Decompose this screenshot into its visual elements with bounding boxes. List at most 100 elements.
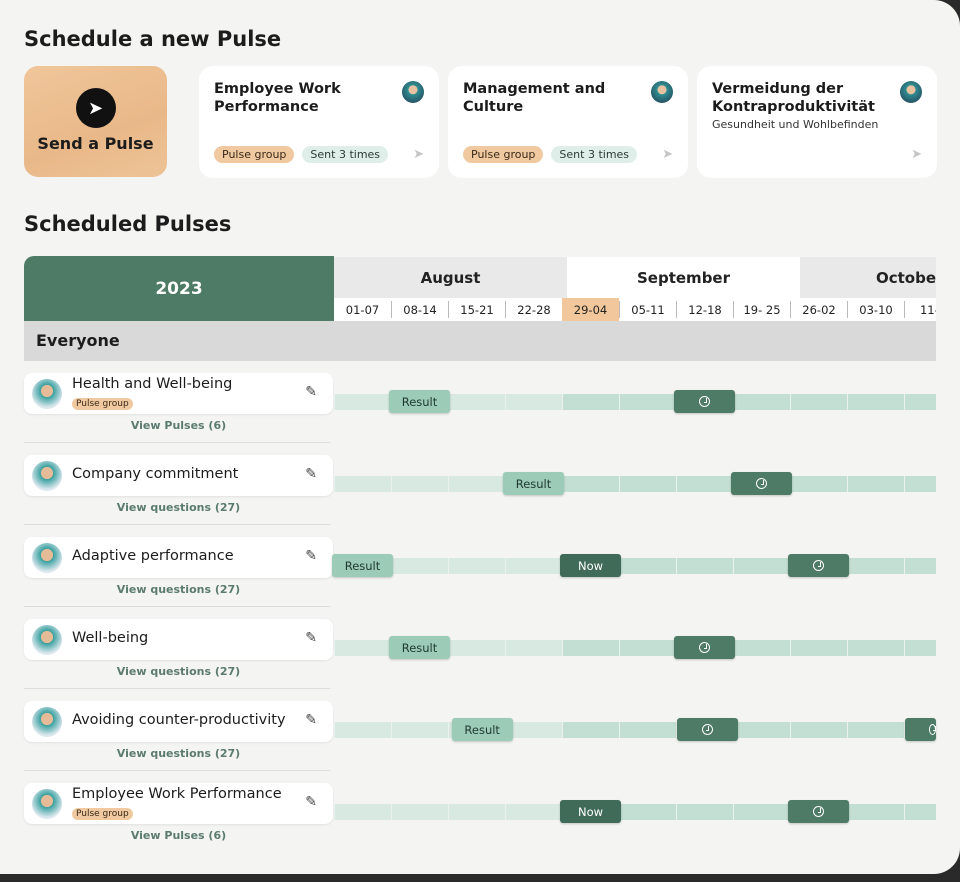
- timeline-segment: [733, 394, 790, 410]
- timeline-segment: [562, 476, 619, 492]
- send-icon[interactable]: ➤: [911, 147, 922, 162]
- timeline-segment: [562, 394, 619, 410]
- timeline-segment: [619, 722, 676, 738]
- template-card[interactable]: Vermeidung der Kontraproduktivität Gesund…: [697, 66, 937, 178]
- section-title: Scheduled Pulses: [24, 212, 232, 236]
- template-title: Vermeidung der Kontraproduktivität: [712, 81, 875, 115]
- pulse-card[interactable]: Company commitment ✎: [24, 455, 333, 496]
- divider: [24, 442, 330, 443]
- pulse-card[interactable]: Employee Work Performance Pulse group ✎: [24, 783, 333, 824]
- timeline-segment: [334, 394, 391, 410]
- scheduled-pulse-marker[interactable]: [904, 718, 936, 741]
- timeline-segment: [733, 640, 790, 656]
- view-link[interactable]: View questions (27): [116, 747, 241, 760]
- timeline-segment: [847, 394, 904, 410]
- timeline-segment: [904, 476, 936, 492]
- timeline-segment: [448, 558, 505, 574]
- timeline-segment: [847, 558, 904, 574]
- send-icon[interactable]: ➤: [662, 147, 673, 162]
- view-link[interactable]: View questions (27): [116, 665, 241, 678]
- clock-icon: [813, 806, 824, 817]
- pulse-card[interactable]: Well-being ✎: [24, 619, 333, 660]
- timeline-segment: [847, 640, 904, 656]
- view-link[interactable]: View questions (27): [116, 501, 241, 514]
- timeline-segment: [733, 722, 790, 738]
- view-link[interactable]: View Pulses (6): [130, 829, 227, 842]
- avatar: [32, 789, 62, 819]
- sent-count-badge: Sent 3 times: [302, 146, 389, 163]
- timeline-segment: [334, 640, 391, 656]
- timeline-segment: [847, 722, 904, 738]
- scheduled-pulse-marker[interactable]: [676, 718, 738, 741]
- result-marker[interactable]: Result: [389, 636, 450, 659]
- timeline-segment: [904, 394, 936, 410]
- template-card[interactable]: Management and Culture Pulse group Sent 3 …: [448, 66, 688, 178]
- timeline-segment: [847, 804, 904, 820]
- send-icon[interactable]: ➤: [413, 147, 424, 162]
- timeline-segment: [448, 394, 505, 410]
- now-marker[interactable]: Now: [560, 800, 621, 823]
- week-label: 12-18: [676, 301, 733, 318]
- avatar: [32, 543, 62, 573]
- timeline-segment: [505, 394, 562, 410]
- scheduled-pulse-marker[interactable]: [788, 554, 849, 577]
- scheduled-pulse-marker[interactable]: [674, 636, 735, 659]
- sent-count-badge: Sent 3 times: [551, 146, 638, 163]
- edit-icon[interactable]: ✎: [305, 384, 317, 400]
- timeline-segment: [676, 558, 733, 574]
- edit-icon[interactable]: ✎: [305, 548, 317, 564]
- timeline-segment: [505, 640, 562, 656]
- avatar: [32, 625, 62, 655]
- template-card[interactable]: Employee Work Performance Pulse group Sent…: [199, 66, 439, 178]
- timeline-segment: [391, 722, 448, 738]
- scheduled-pulse-marker[interactable]: [731, 472, 792, 495]
- week-label: 22-28: [505, 301, 562, 318]
- result-marker[interactable]: Result: [389, 390, 450, 413]
- timeline-segment: [790, 722, 847, 738]
- edit-icon[interactable]: ✎: [305, 466, 317, 482]
- avatar: [402, 81, 424, 103]
- pulse-card[interactable]: Adaptive performance ✎: [24, 537, 333, 578]
- timeline-segment: [334, 476, 391, 492]
- clock-icon: [699, 396, 710, 407]
- result-marker[interactable]: Result: [332, 554, 393, 577]
- timeline-segment: [733, 558, 790, 574]
- timeline-segment: [904, 640, 936, 656]
- edit-icon[interactable]: ✎: [305, 794, 317, 810]
- send-pulse-button[interactable]: ➤ Send a Pulse: [24, 66, 167, 177]
- scheduled-pulse-marker[interactable]: [788, 800, 849, 823]
- timeline-segment: [790, 640, 847, 656]
- month-october: Octobe: [800, 257, 936, 298]
- timeline-segment: [334, 804, 391, 820]
- edit-icon[interactable]: ✎: [305, 712, 317, 728]
- now-marker[interactable]: Now: [560, 554, 621, 577]
- timeline-segment: [619, 804, 676, 820]
- avatar: [900, 81, 922, 103]
- timeline-segment: [619, 476, 676, 492]
- month-august: August: [334, 257, 567, 298]
- pulse-group-badge: Pulse group: [214, 146, 295, 163]
- result-marker[interactable]: Result: [451, 718, 513, 741]
- scheduled-pulse-marker[interactable]: [674, 390, 735, 413]
- template-subtitle: Gesundheit und Wohlbefinden: [712, 118, 879, 131]
- clock-icon: [756, 478, 767, 489]
- avatar: [651, 81, 673, 103]
- template-tags: Pulse group Sent 3 times: [463, 146, 638, 163]
- view-link[interactable]: View questions (27): [116, 583, 241, 596]
- pulse-card[interactable]: Health and Well-being Pulse group ✎: [24, 373, 333, 414]
- timeline-segment: [334, 722, 391, 738]
- result-marker[interactable]: Result: [503, 472, 564, 495]
- edit-icon[interactable]: ✎: [305, 630, 317, 646]
- timeline-track: [334, 476, 936, 492]
- view-link[interactable]: View Pulses (6): [130, 419, 227, 432]
- pulse-card[interactable]: Avoiding counter-productivity ✎: [24, 701, 333, 742]
- pulse-group-badge: Pulse group: [72, 398, 133, 410]
- timeline-segment: [676, 476, 733, 492]
- divider: [24, 524, 330, 525]
- week-header: 01-07 08-14 15-21 22-28 29-04 05-11 12-18 19- 2…: [334, 298, 936, 321]
- week-label: 11-1: [904, 301, 936, 318]
- avatar: [32, 461, 62, 491]
- pulse-title: Avoiding counter-productivity: [72, 712, 286, 728]
- divider: [24, 688, 330, 689]
- timeline-segment: [733, 804, 790, 820]
